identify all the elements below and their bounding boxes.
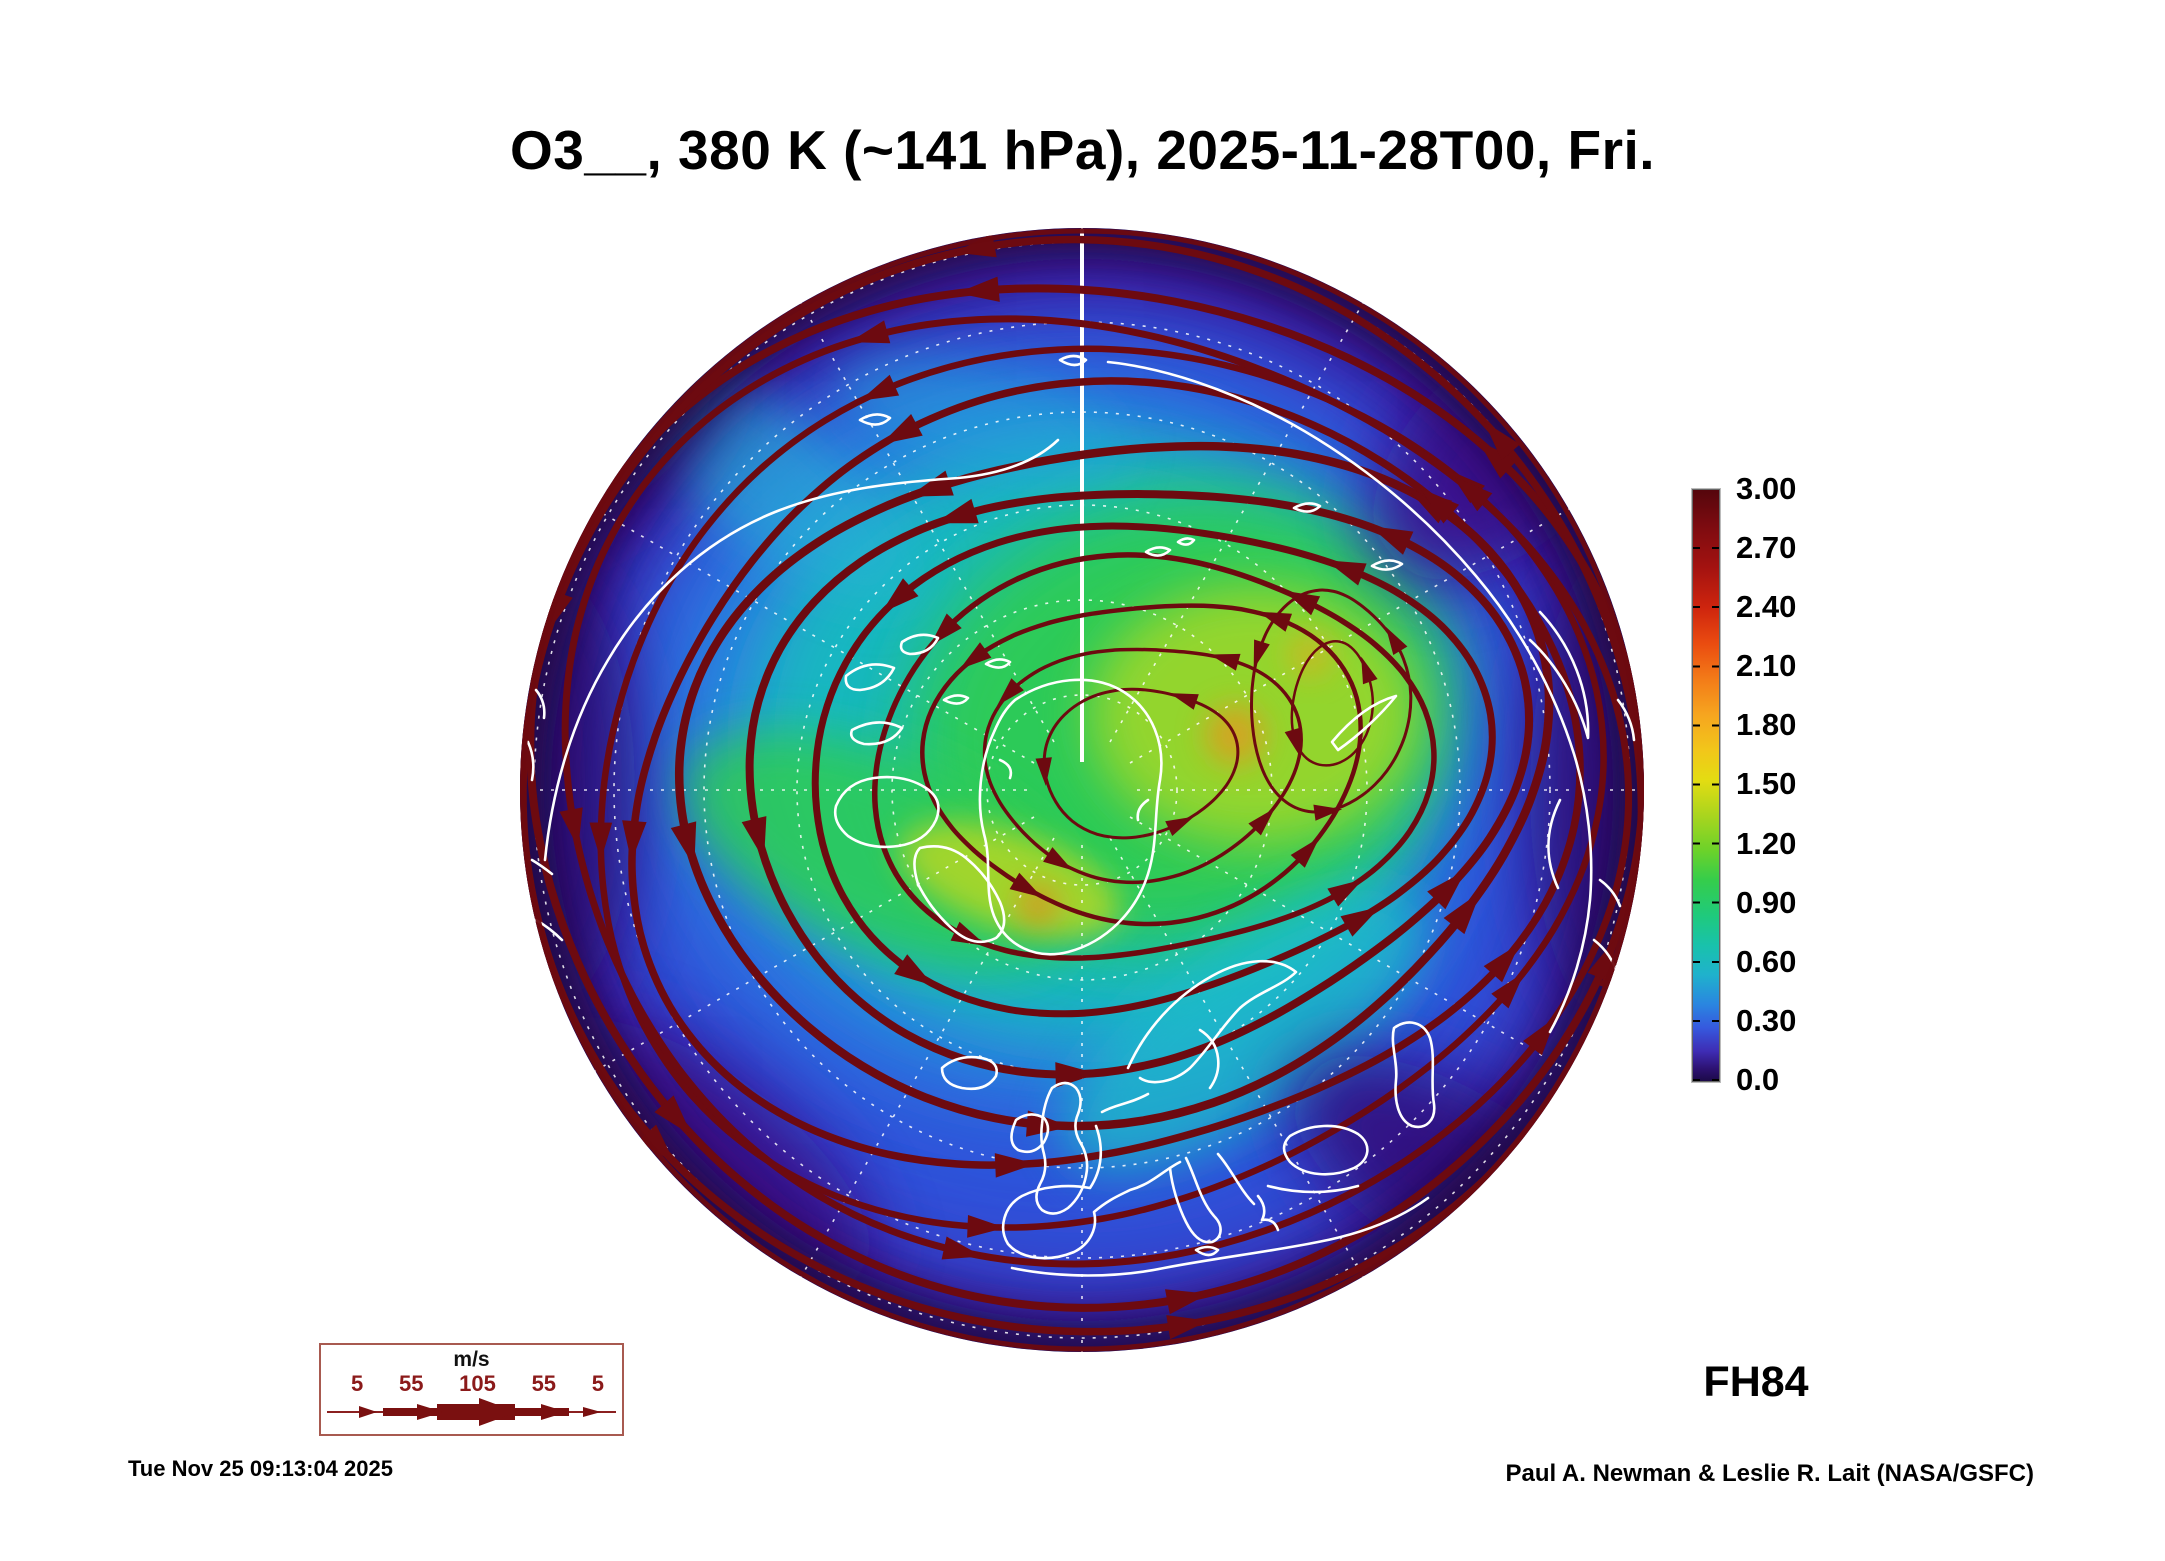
colorbar-tick-label: 2.40	[1736, 589, 1797, 625]
wind-units-label: m/s	[453, 1348, 490, 1371]
forecast-hour-label: FH84	[1703, 1358, 1809, 1406]
coast-western-europe	[1001, 1092, 1182, 1260]
colorbar-tick-label: 2.70	[1736, 530, 1797, 566]
coast-fragments-left	[526, 688, 564, 942]
colorbar-tick-label: 0.60	[1736, 943, 1797, 979]
wind-speed-values: 5 55 105 55 5	[351, 1371, 604, 1397]
wind-speed-value: 5	[351, 1371, 364, 1396]
wind-speed-value: 5	[591, 1371, 604, 1396]
coast-north-america	[543, 438, 1060, 862]
coast-okhotsk	[1547, 698, 1636, 978]
island-iceland	[940, 1055, 998, 1091]
colorbar-tick-label: 0.0	[1736, 1061, 1780, 1097]
sea-caspian	[1391, 1021, 1436, 1129]
colorbar-labels: 3.00 2.70 2.40 2.10 1.80 1.50 1.20 0.90 …	[1736, 473, 1846, 1096]
colorbar-tick-label: 2.10	[1736, 648, 1797, 684]
colorbar-tick-label: 0.90	[1736, 884, 1797, 920]
colorbar-tick-label: 1.50	[1736, 766, 1797, 802]
coast-north-africa	[1010, 1196, 1430, 1277]
colorbar-tick-label: 1.80	[1736, 707, 1797, 743]
coast-kamchatka	[1528, 610, 1590, 740]
wind-speed-value: 55	[398, 1371, 424, 1396]
colorbar-tick-label: 1.20	[1736, 825, 1797, 861]
colorbar-tick-label: 0.30	[1736, 1002, 1797, 1038]
coastlines	[526, 354, 1636, 1277]
coast-scandinavia	[1126, 959, 1298, 1090]
wind-arrow-scale-icon	[327, 1398, 616, 1426]
wind-speed-legend: m/s 5 55 105 55 5	[319, 1343, 624, 1436]
generation-timestamp: Tue Nov 25 09:13:04 2025	[128, 1456, 393, 1481]
island-novaya-zemlya	[1330, 694, 1398, 752]
coast-greenland	[978, 678, 1163, 956]
sea-black	[1282, 1124, 1369, 1176]
credit-text: Paul A. Newman & Leslie R. Lait (NASA/GS…	[1505, 1460, 2034, 1487]
wind-speed-value: 105	[459, 1371, 496, 1396]
islands-canadian-archipelago	[833, 633, 1012, 944]
islands-arctic-specks	[858, 354, 1404, 571]
colorbar	[1692, 489, 1720, 1082]
wind-speed-value: 55	[531, 1371, 557, 1396]
plot-title: O3__, 380 K (~141 hPa), 2025-11-28T00, F…	[509, 119, 1656, 181]
colorbar-tick-label: 3.00	[1736, 471, 1797, 506]
island-ireland	[1010, 1113, 1050, 1154]
coast-italy	[1168, 1156, 1222, 1257]
coast-siberia	[1106, 360, 1593, 1034]
coast-balkans	[1216, 1152, 1360, 1232]
map-rim	[520, 228, 1644, 1352]
